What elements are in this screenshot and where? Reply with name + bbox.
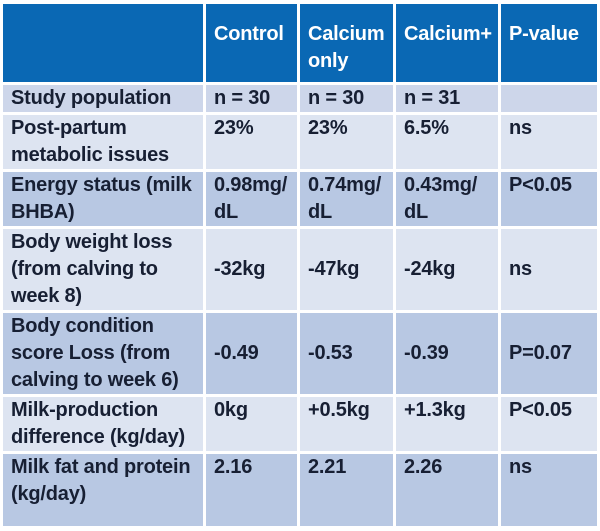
table-row: Body condition score Loss (from calving … bbox=[3, 313, 597, 394]
value-cell: 0kg bbox=[206, 397, 297, 451]
value-cell: 2.16 bbox=[206, 454, 297, 526]
value-cell: -32kg bbox=[206, 229, 297, 310]
corner-header-cell bbox=[3, 4, 203, 82]
value-cell: +0.5kg bbox=[300, 397, 393, 451]
value-cell: 0.43mg/ dL bbox=[396, 172, 498, 226]
row-label-cell: Milk-production difference (kg/day) bbox=[3, 397, 203, 451]
row-label-cell: Energy status (milk BHBA) bbox=[3, 172, 203, 226]
table-row: Study population n = 30 n = 30 n = 31 bbox=[3, 85, 597, 112]
column-header: Calcium only bbox=[300, 4, 393, 82]
pvalue-cell: ns bbox=[501, 229, 597, 310]
row-label-cell: Body weight loss (from calving to week 8… bbox=[3, 229, 203, 310]
value-cell: 6.5% bbox=[396, 115, 498, 169]
pvalue-cell: P<0.05 bbox=[501, 172, 597, 226]
column-header: Control bbox=[206, 4, 297, 82]
column-header: Calcium+ bbox=[396, 4, 498, 82]
value-cell: -0.49 bbox=[206, 313, 297, 394]
table-row: Body weight loss (from calving to week 8… bbox=[3, 229, 597, 310]
table-header-row: Control Calcium only Calcium+ P-value bbox=[3, 4, 597, 82]
table-body: Study population n = 30 n = 30 n = 31 Post-p… bbox=[3, 85, 597, 526]
value-cell: 0.74mg/ dL bbox=[300, 172, 393, 226]
table-row: Milk-production difference (kg/day) 0kg +0… bbox=[3, 397, 597, 451]
value-cell: -47kg bbox=[300, 229, 393, 310]
row-label-cell: Study population bbox=[3, 85, 203, 112]
column-header: P-value bbox=[501, 4, 597, 82]
row-label-cell: Post-partum metabolic issues bbox=[3, 115, 203, 169]
pvalue-cell bbox=[501, 85, 597, 112]
pvalue-cell: ns bbox=[501, 115, 597, 169]
value-cell: 2.21 bbox=[300, 454, 393, 526]
table-row: Energy status (milk BHBA) 0.98mg/ dL 0.74m… bbox=[3, 172, 597, 226]
value-cell: 0.98mg/ dL bbox=[206, 172, 297, 226]
row-label-cell: Milk fat and protein (kg/day) bbox=[3, 454, 203, 526]
table-row: Milk fat and protein (kg/day) 2.16 2.21 2.2… bbox=[3, 454, 597, 526]
pvalue-cell: P<0.05 bbox=[501, 397, 597, 451]
value-cell: n = 30 bbox=[206, 85, 297, 112]
value-cell: n = 30 bbox=[300, 85, 393, 112]
value-cell: n = 31 bbox=[396, 85, 498, 112]
pvalue-cell: P=0.07 bbox=[501, 313, 597, 394]
value-cell: 2.26 bbox=[396, 454, 498, 526]
table-row: Post-partum metabolic issues 23% 23% 6.5% ns bbox=[3, 115, 597, 169]
value-cell: -24kg bbox=[396, 229, 498, 310]
value-cell: 23% bbox=[300, 115, 393, 169]
value-cell: 23% bbox=[206, 115, 297, 169]
pvalue-cell: ns bbox=[501, 454, 597, 526]
value-cell: -0.53 bbox=[300, 313, 393, 394]
value-cell: -0.39 bbox=[396, 313, 498, 394]
row-label-cell: Body condition score Loss (from calving … bbox=[3, 313, 203, 394]
value-cell: +1.3kg bbox=[396, 397, 498, 451]
